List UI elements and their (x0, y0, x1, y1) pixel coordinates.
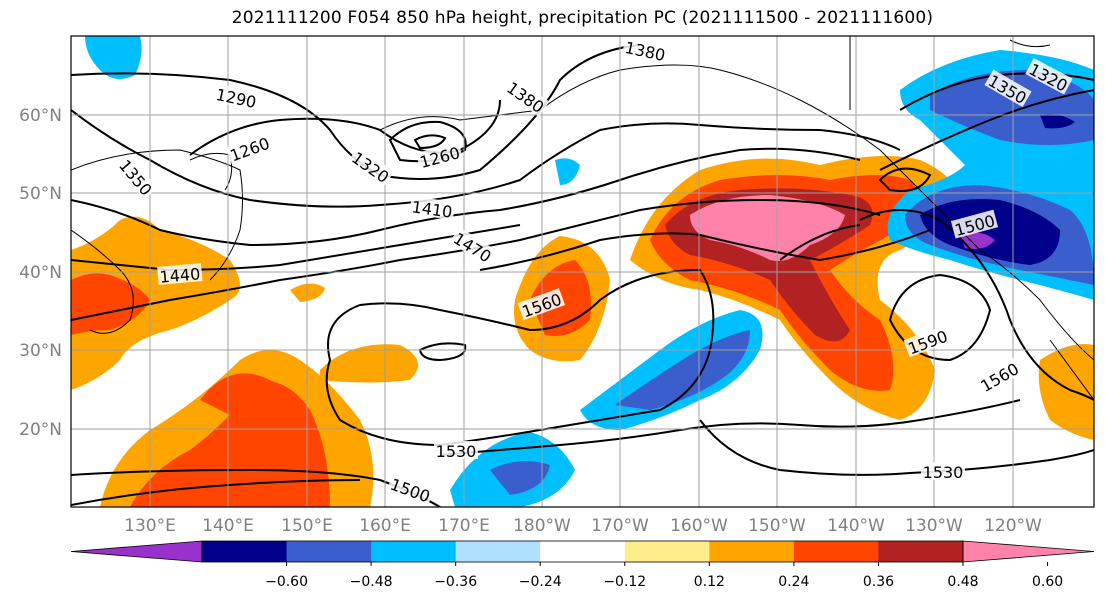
lon-label: 180°W (513, 516, 571, 536)
lon-label: 140°W (827, 516, 885, 536)
colorbar: −0.60 −0.48 −0.36 −0.24 −0.12 0.12 0.24 0.36 0.4… (70, 540, 1095, 590)
precip-anomaly-fields (71, 36, 1094, 507)
lon-label: 130°W (905, 516, 963, 536)
colorbar-segment (878, 541, 964, 562)
colorbar-max-arrow (962, 540, 1095, 563)
lon-label: 150°W (748, 516, 806, 536)
contour-label: 1530 (434, 441, 478, 461)
lon-label: 120°W (984, 516, 1042, 536)
lon-label: 140°E (202, 516, 254, 536)
contour-label: 1440 (157, 263, 203, 287)
lat-label: 60°N (19, 106, 62, 126)
colorbar-tick-label: −0.24 (519, 574, 562, 590)
lon-label: 130°E (124, 516, 176, 536)
contour-label: 1380 (622, 36, 669, 65)
lon-label: 170°W (591, 516, 649, 536)
lat-label: 20°N (19, 420, 62, 440)
lat-label: 30°N (19, 341, 62, 361)
height-contours (71, 44, 1094, 507)
map-border (70, 35, 1095, 508)
colorbar-segment (540, 541, 626, 562)
colorbar-segment (202, 541, 288, 562)
colorbar-segment (455, 541, 541, 562)
colorbar-tick-label: −0.36 (434, 574, 477, 590)
colorbar-tick-label: −0.48 (350, 574, 393, 590)
contour-label: 1530 (921, 462, 965, 482)
colorbar-tick-label: −0.12 (603, 574, 646, 590)
colorbar-tick-label: 0.36 (863, 574, 894, 590)
svg-text:1440: 1440 (159, 264, 201, 286)
colorbar-tick-label: 0.24 (778, 574, 809, 590)
svg-text:1530: 1530 (436, 442, 477, 461)
lon-label: 150°E (281, 516, 333, 536)
lat-label: 50°N (19, 184, 62, 204)
lon-label: 160°W (670, 516, 728, 536)
lon-label: 160°E (359, 516, 411, 536)
colorbar-tick-label: 0.48 (947, 574, 978, 590)
colorbar-min-arrow (70, 540, 203, 563)
svg-text:1530: 1530 (923, 463, 964, 482)
colorbar-segment (624, 541, 710, 562)
lon-label: 170°E (438, 516, 490, 536)
latitude-labels: 60°N 50°N 40°N 30°N 20°N (19, 106, 62, 440)
colorbar-segment (793, 541, 879, 562)
map-title: 2021111200 F054 850 hPa height, precipit… (231, 8, 934, 28)
lat-label: 40°N (19, 263, 62, 283)
colorbar-tick-label: 0.60 (1032, 574, 1063, 590)
colorbar-segment (371, 541, 457, 562)
colorbar-segment (286, 541, 372, 562)
colorbar-tick-label: −0.60 (265, 574, 308, 590)
longitude-labels: 130°E 140°E 150°E 160°E 170°E 180°W 170°W 160°W… (124, 516, 1042, 536)
colorbar-segment (709, 541, 795, 562)
colorbar-tick-label: 0.12 (694, 574, 725, 590)
